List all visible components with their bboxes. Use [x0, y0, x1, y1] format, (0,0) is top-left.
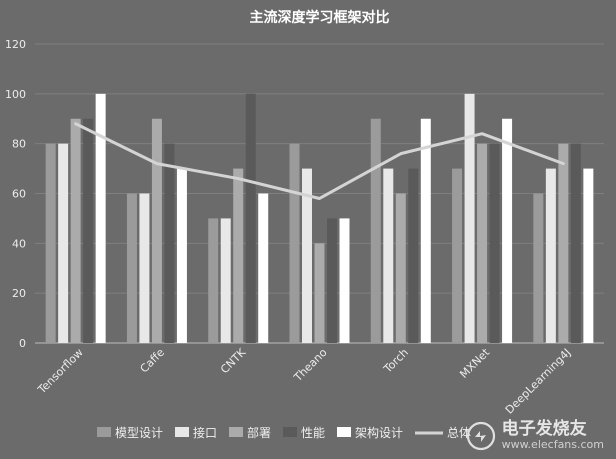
bar — [70, 118, 81, 343]
legend-swatch — [175, 427, 189, 437]
bar — [289, 143, 300, 343]
legend-label: 架构设计 — [355, 425, 403, 440]
bar — [314, 243, 325, 343]
bar — [302, 168, 312, 343]
series-line — [74, 122, 565, 200]
bar — [464, 93, 475, 343]
bar — [545, 168, 556, 343]
bar — [83, 118, 94, 343]
y-tick-label: 80 — [12, 138, 26, 151]
bar — [452, 168, 463, 343]
legend-label: 部署 — [247, 425, 271, 440]
y-tick-label: 100 — [5, 88, 26, 101]
logo-icon — [466, 421, 495, 451]
x-tick-label: MXNet — [457, 345, 492, 380]
legend-swatch — [283, 427, 297, 437]
bar — [151, 118, 162, 343]
x-tick-label: Caffe — [138, 346, 168, 376]
bar — [327, 218, 337, 343]
legend-swatch — [229, 427, 243, 437]
legend-label: 性能 — [301, 426, 325, 440]
bar — [164, 143, 175, 343]
legend-swatch — [97, 427, 111, 437]
y-tick-label: 0 — [19, 337, 26, 350]
bar — [477, 143, 488, 343]
y-tick-label: 120 — [5, 38, 26, 51]
bar — [489, 143, 500, 343]
bar — [233, 168, 244, 343]
bar — [570, 143, 581, 343]
legend-swatch — [337, 427, 351, 437]
bar — [583, 168, 594, 343]
bar — [95, 93, 106, 343]
watermark-name: 电子发烧友 — [501, 419, 587, 440]
bar — [208, 218, 219, 343]
bar — [245, 93, 256, 343]
bar — [45, 143, 56, 343]
x-tick-label: Theano — [291, 346, 330, 385]
bar — [408, 168, 419, 343]
chart-title: 主流深度学习框架对比 — [250, 9, 390, 26]
bar — [502, 118, 513, 343]
x-tick-label: DeepLearning4J — [503, 346, 574, 417]
bar — [370, 118, 381, 343]
bar — [339, 218, 350, 343]
legend-label: 接口 — [193, 425, 217, 440]
bar — [558, 143, 569, 343]
watermark: 电子发烧友 www.elecfans.com — [466, 419, 604, 452]
bar — [139, 193, 150, 343]
bar — [395, 193, 406, 343]
watermark-url: www.elecfans.com — [501, 438, 604, 452]
y-tick-label: 60 — [12, 188, 26, 201]
bar — [220, 218, 231, 343]
y-tick-label: 20 — [12, 287, 26, 300]
bar — [176, 168, 187, 343]
legend-label-partial: 总体 — [447, 426, 471, 440]
bar — [58, 143, 69, 343]
bar — [383, 168, 394, 343]
bar — [420, 118, 431, 343]
bar — [258, 193, 269, 343]
x-tick-label: CNTK — [218, 345, 249, 376]
bar — [126, 193, 137, 343]
bar — [533, 193, 544, 343]
legend-label: 模型设计 — [115, 426, 163, 440]
x-tick-label: Tensorflow — [35, 346, 86, 397]
y-tick-label: 40 — [12, 237, 26, 250]
x-tick-label: Torch — [381, 346, 411, 376]
